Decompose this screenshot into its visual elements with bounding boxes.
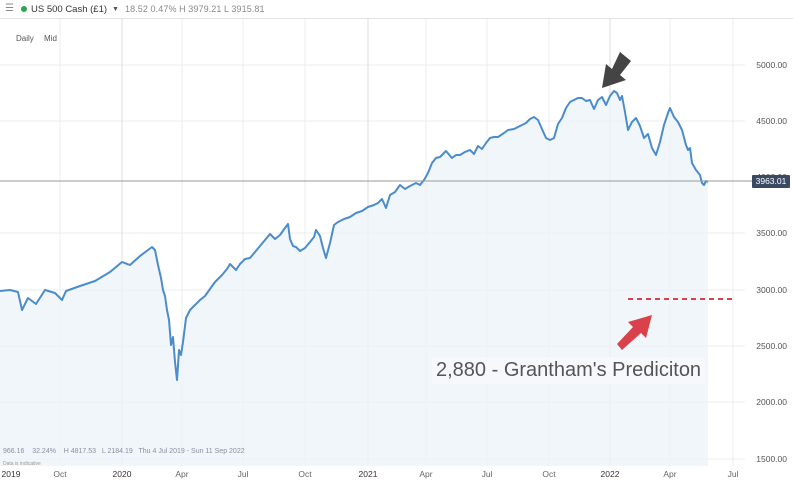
- y-axis-label: 4500.00: [756, 116, 787, 126]
- range-change-pct: 32.24%: [32, 448, 56, 455]
- x-axis-label: Jul: [237, 469, 249, 479]
- interval-selector[interactable]: Daily: [16, 34, 34, 43]
- y-axis-label: 3000.00: [756, 285, 787, 295]
- range-change: 966.16: [3, 448, 25, 455]
- range-stats: 966.16 32.24% H 4817.53 L 2184.19 Thu 4 …: [3, 448, 245, 455]
- range-low: L 2184.19: [101, 448, 133, 455]
- x-axis-label: Jul: [727, 469, 739, 479]
- instrument-header: ☰ US 500 Cash (£1) ▼ 18.52 0.47% H 3979.…: [0, 0, 793, 19]
- x-axis-label: Oct: [542, 469, 556, 479]
- day-high: H 3979.21: [179, 4, 222, 14]
- peak-arrow-icon: [602, 52, 631, 88]
- x-axis-label: Apr: [419, 469, 433, 479]
- current-price-tag: 3963.01: [752, 175, 790, 188]
- y-axis-label: 5000.00: [756, 60, 787, 70]
- disclaimer: Data is indicative: [3, 461, 41, 467]
- date-range: Thu 4 Jul 2019 - Sun 11 Sep 2022: [138, 448, 245, 455]
- y-axis-label: 1500.00: [756, 454, 787, 464]
- price-area: [0, 91, 708, 466]
- x-axis-label: 2022: [600, 469, 620, 479]
- y-axis-label: 2000.00: [756, 397, 787, 407]
- prediction-arrow-icon: [617, 315, 652, 350]
- x-axis-label: Apr: [663, 469, 677, 479]
- y-axis-label: 2500.00: [756, 341, 787, 351]
- instrument-name[interactable]: US 500 Cash (£1): [31, 3, 108, 15]
- day-low: L 3915.81: [224, 4, 265, 14]
- range-high: H 4817.53: [63, 448, 97, 455]
- x-axis-label: Oct: [298, 469, 312, 479]
- price-chart[interactable]: [0, 19, 793, 481]
- prediction-annotation: 2,880 - Grantham's Prediciton: [432, 357, 706, 384]
- x-axis-label: 2021: [358, 469, 378, 479]
- price-line: [0, 90, 709, 381]
- x-axis-label: 2019: [1, 469, 21, 479]
- price-change-pct: 0.47%: [150, 4, 177, 14]
- x-axis-label: Jul: [481, 469, 493, 479]
- price-change: 18.52: [124, 4, 149, 14]
- x-axis-label: 2020: [112, 469, 132, 479]
- x-axis-label: Oct: [53, 469, 67, 479]
- chevron-down-icon[interactable]: ▼: [112, 5, 119, 13]
- hamburger-icon[interactable]: ☰: [5, 3, 14, 14]
- market-status-dot: [21, 6, 27, 12]
- y-axis-label: 3500.00: [756, 228, 787, 238]
- x-axis-label: Apr: [175, 469, 189, 479]
- price-type-selector[interactable]: Mid: [44, 34, 57, 43]
